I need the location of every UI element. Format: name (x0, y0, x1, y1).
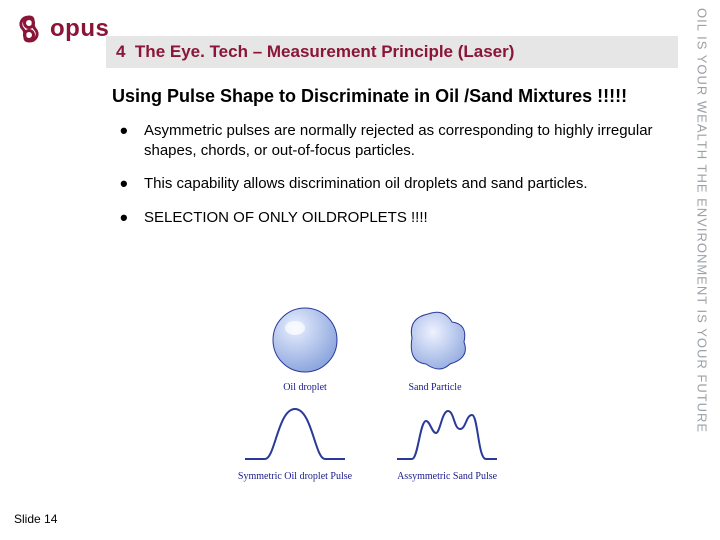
header-title: 4 The Eye. Tech – Measurement Principle … (116, 42, 514, 62)
figure-label: Sand Particle (408, 382, 461, 393)
oil-droplet-cell: Oil droplet (260, 300, 350, 393)
figure-label: Symmetric Oil droplet Pulse (238, 471, 352, 482)
asymmetric-pulse-icon (392, 399, 502, 469)
bullet-list: Asymmetric pulses are normally rejected … (112, 121, 662, 227)
list-item: This capability allows discrimination oi… (112, 174, 662, 194)
figure-top-row: Oil droplet Sand Particle (260, 300, 480, 393)
symmetric-pulse-icon (240, 399, 350, 469)
logo: opus (14, 14, 109, 44)
symmetric-pulse-cell: Symmetric Oil droplet Pulse (238, 399, 352, 482)
side-slogan: OIL IS YOUR WEALTH THE ENVIRONMENT IS YO… (688, 4, 716, 536)
slide-number: Slide 14 (14, 512, 57, 526)
content-area: Using Pulse Shape to Discriminate in Oil… (112, 86, 662, 241)
logo-text: opus (50, 15, 109, 43)
oil-droplet-icon (260, 300, 350, 380)
knot-icon (14, 14, 44, 44)
header-bar: 4 The Eye. Tech – Measurement Principle … (106, 36, 678, 68)
list-item: Asymmetric pulses are normally rejected … (112, 121, 662, 160)
sand-particle-cell: Sand Particle (390, 300, 480, 393)
subtitle: Using Pulse Shape to Discriminate in Oil… (112, 86, 662, 107)
section-number: 4 (116, 42, 125, 61)
list-item: SELECTION OF ONLY OILDROPLETS !!!! (112, 208, 662, 228)
figure-label: Oil droplet (283, 382, 327, 393)
pulse-figure: Oil droplet Sand Particle (220, 300, 520, 510)
figure-bottom-row: Symmetric Oil droplet Pulse Assymmetric … (238, 399, 502, 482)
title-text: The Eye. Tech – Measurement Principle (L… (135, 42, 515, 61)
figure-label: Assymmetric Sand Pulse (397, 471, 497, 482)
sand-particle-icon (390, 300, 480, 380)
slide: opus 4 The Eye. Tech – Measurement Princ… (0, 0, 720, 540)
asymmetric-pulse-cell: Assymmetric Sand Pulse (392, 399, 502, 482)
